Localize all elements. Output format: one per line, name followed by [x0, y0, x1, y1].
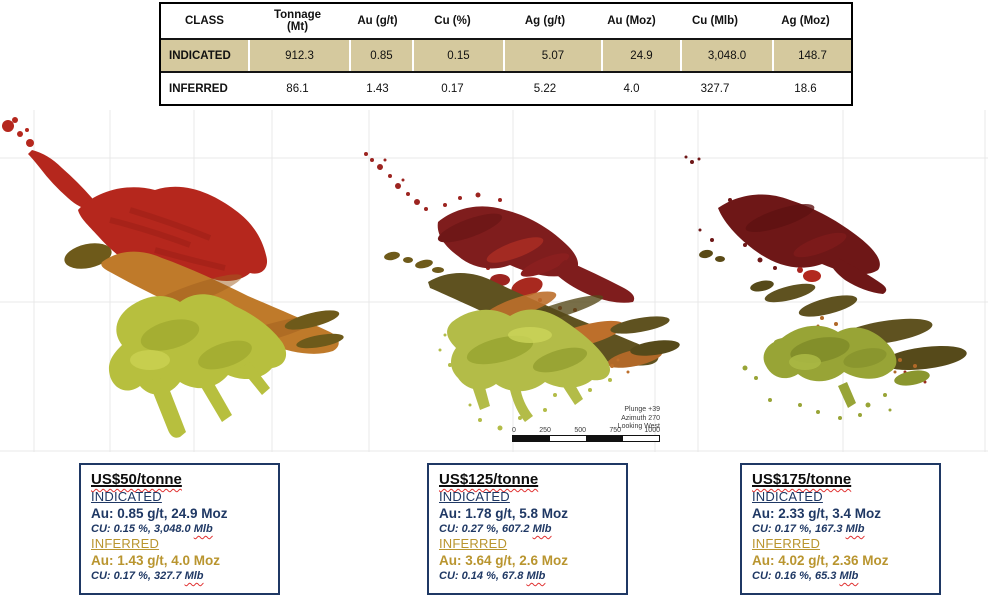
table-cell: 86.1 — [286, 82, 309, 95]
ore-red-tail — [28, 150, 95, 209]
cu-unit: Mlb — [184, 570, 204, 582]
inferred-label: INFERRED — [752, 536, 821, 551]
indicated-au-line: Au: 1.78 g/t, 5.8 Moz — [439, 506, 569, 521]
ore-green-texture — [789, 337, 930, 386]
indicated-label: INDICATED — [752, 489, 823, 504]
orebody-view-us125 — [364, 152, 680, 431]
ore-olive-bits — [384, 251, 444, 273]
ore-green-texture — [130, 319, 252, 370]
col-header-au-moz: Au (Moz) — [607, 15, 656, 27]
col-header-cu-pct: Cu (%) — [434, 15, 471, 27]
ore-green-body — [447, 309, 611, 392]
ore-maroon-texture — [745, 203, 847, 282]
scenario-title: US$50/tonne — [91, 471, 182, 488]
cu-unit: Mlb — [193, 523, 213, 535]
scenario-box-us50: US$50/tonne INDICATED Au: 0.85 g/t, 24.9… — [79, 463, 280, 595]
indicated-label: INDICATED — [91, 489, 162, 504]
indicated-cu-line: CU: 0.27 %, 607.2 Mlb — [439, 523, 552, 535]
scale-tick-label: 1000 — [644, 427, 660, 434]
indicated-au-line: Au: 0.85 g/t, 24.9 Moz — [91, 506, 228, 521]
ore-darkred-streaks — [437, 213, 635, 303]
orebody-render — [0, 110, 988, 452]
table-cell: 5.07 — [505, 40, 603, 71]
col-header-au-gt: Au (g/t) — [357, 15, 398, 27]
ore-olive-slivers — [284, 310, 344, 349]
inferred-label: INFERRED — [439, 536, 508, 551]
indicated-au-line: Au: 2.33 g/t, 3.4 Moz — [752, 506, 882, 521]
scale-tick-label: 750 — [609, 427, 622, 434]
scale-tick-label: 0 — [512, 427, 516, 434]
table-cell: 0.17 — [441, 82, 464, 95]
scenario-title: US$125/tonne — [439, 471, 539, 488]
inferred-cu-line: CU: 0.17 %, 327.7 Mlb — [91, 570, 204, 582]
scenario-box-us175: US$175/tonne INDICATED Au: 2.33 g/t, 3.4… — [740, 463, 941, 595]
ore-green-fragments — [742, 365, 892, 420]
scenario-box-us125: US$125/tonne INDICATED Au: 1.78 g/t, 5.8… — [427, 463, 628, 595]
inferred-au-line: Au: 3.64 g/t, 2.6 Moz — [439, 553, 569, 568]
cu-unit: Mlb — [839, 570, 859, 582]
scale-bar: 0 250 500 750 1000 — [512, 427, 660, 442]
scale-segment — [513, 436, 550, 441]
view-orientation-label: Plunge +39 Azimuth 270 Looking West — [572, 406, 660, 432]
inferred-label: INFERRED — [91, 536, 160, 551]
indicated-cu-line: CU: 0.15 %, 3,048.0 Mlb — [91, 523, 213, 535]
ore-specks — [2, 117, 34, 147]
looking-label: Looking West — [617, 423, 660, 430]
cu-unit: Mlb — [526, 570, 546, 582]
orebody-view-us50 — [2, 117, 344, 438]
table-cell: 912.3 — [250, 40, 351, 71]
ore-green-fragments — [438, 333, 612, 431]
class-label: INDICATED — [161, 40, 250, 71]
ore-brown-slivers — [750, 280, 967, 371]
col-header-class: CLASS — [185, 15, 224, 27]
azimuth-label: Azimuth 270 — [621, 414, 660, 422]
scale-bar-segments — [512, 435, 660, 442]
scale-segment — [623, 436, 660, 441]
scenario-title: US$175/tonne — [752, 471, 852, 488]
ore-red-texture — [109, 207, 226, 271]
scale-tick-label: 250 — [539, 427, 551, 434]
scale-bar-labels: 0 250 500 750 1000 — [512, 427, 660, 434]
orebody-3d-views — [0, 110, 988, 452]
inferred-au-line: Au: 4.02 g/t, 2.36 Moz — [752, 553, 889, 568]
resource-table: CLASS Tonnage (Mt) Au (g/t) Cu (%) Ag (g… — [159, 2, 853, 106]
table-cell: 5.22 — [533, 82, 557, 95]
table-cell: 1.43 — [366, 82, 389, 95]
table-cell: 24.9 — [603, 40, 682, 71]
inferred-cu-line: CU: 0.16 %, 65.3 Mlb — [752, 570, 859, 582]
col-header-ag-gt: Ag (g/t) — [524, 15, 566, 27]
ore-olive-blob — [64, 243, 112, 269]
ore-green-fingers — [148, 362, 270, 438]
indicated-label: INDICATED — [439, 489, 510, 504]
ore-dark-bits — [699, 249, 725, 262]
table-cell: 0.85 — [351, 40, 414, 71]
ore-green-texture — [466, 327, 588, 373]
table-header-row: CLASS Tonnage (Mt) Au (g/t) Cu (%) Ag (g… — [161, 4, 851, 38]
inferred-au-line: Au: 1.43 g/t, 4.0 Moz — [91, 553, 221, 568]
cu-unit: Mlb — [845, 523, 865, 535]
table-row-inferred: INFERRED 86.1 1.43 0.17 5.22 4.0 327.7 1… — [161, 73, 851, 104]
plunge-label: Plunge +39 — [624, 406, 660, 413]
table-cell: 148.7 — [798, 49, 827, 62]
table-cell: 4.0 — [623, 82, 640, 95]
col-header-ag-moz: Ag (Moz) — [781, 15, 830, 27]
class-label: INFERRED — [169, 82, 228, 95]
scale-tick-label: 500 — [574, 427, 586, 434]
table-cell: 3,048.0 — [682, 40, 774, 71]
ore-maroon-body — [718, 194, 880, 275]
scale-segment — [586, 436, 623, 441]
table-cell: 0.15 — [414, 40, 505, 71]
scale-segment — [550, 436, 587, 441]
indicated-cu-line: CU: 0.17 %, 167.3 Mlb — [752, 523, 865, 535]
col-header-cu-mlb: Cu (Mlb) — [692, 15, 738, 27]
col-header-tonnage: Tonnage (Mt) — [273, 9, 322, 33]
inferred-cu-line: CU: 0.14 %, 67.8 Mlb — [439, 570, 546, 582]
cu-unit: Mlb — [532, 523, 552, 535]
table-cell: 327.7 — [700, 82, 730, 95]
ore-maroon-streak — [830, 258, 887, 294]
table-row-indicated: INDICATED 912.3 0.85 0.15 5.07 24.9 3,04… — [161, 38, 851, 73]
table-cell: 18.6 — [794, 82, 817, 95]
orebody-view-us175 — [684, 155, 967, 420]
